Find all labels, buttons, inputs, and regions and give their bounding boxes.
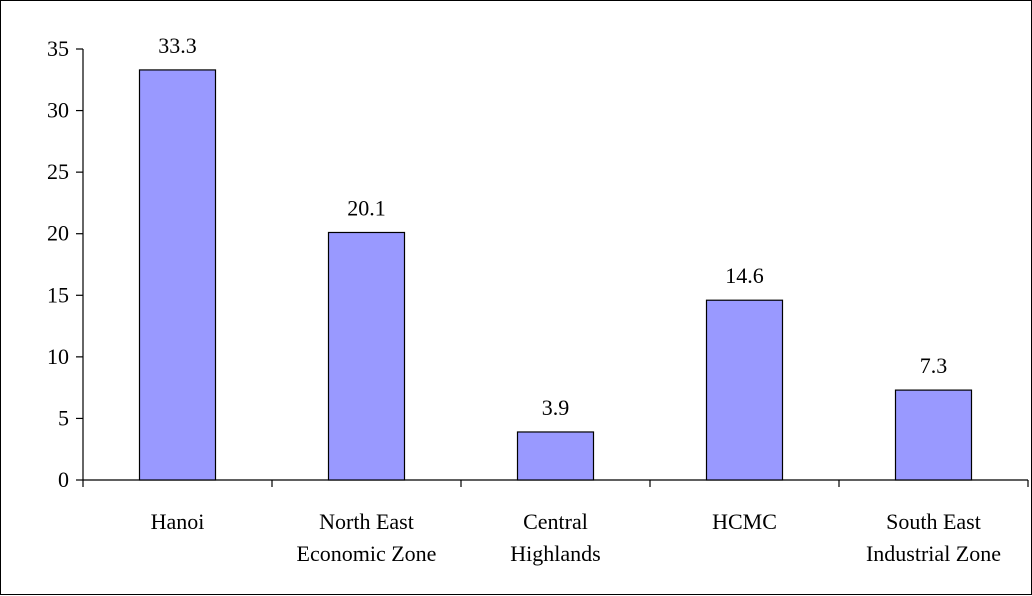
category-label: Hanoi bbox=[151, 509, 205, 534]
category-label-line: South East bbox=[886, 509, 981, 534]
bar bbox=[138, 69, 217, 481]
y-tick-label: 20 bbox=[47, 221, 69, 246]
category-label: North East Economic Zone bbox=[297, 509, 437, 566]
category-label-line: Industrial Zone bbox=[866, 541, 1001, 566]
axes: 0 5 10 15 20 25 30 35 bbox=[47, 36, 1029, 492]
category-label-line: North East bbox=[319, 509, 414, 534]
bar bbox=[894, 389, 973, 481]
data-label: 33.3 bbox=[158, 33, 197, 58]
category-label-line: Economic Zone bbox=[297, 541, 437, 566]
labels: 33.3 Hanoi 20.1 North East Economic Zone 3.9 C… bbox=[151, 33, 1001, 566]
y-tick-label: 10 bbox=[47, 344, 69, 369]
category-label-line: Highlands bbox=[510, 541, 600, 566]
bar bbox=[705, 299, 784, 481]
y-tick-label: 15 bbox=[47, 282, 69, 307]
category-label-line: Central bbox=[523, 509, 588, 534]
category-label: HCMC bbox=[712, 509, 777, 534]
category-label-line: Hanoi bbox=[151, 509, 205, 534]
category-label: South East Industrial Zone bbox=[866, 509, 1001, 566]
data-label: 7.3 bbox=[920, 353, 948, 378]
y-tick-label: 0 bbox=[58, 467, 69, 492]
y-tick-label: 25 bbox=[47, 159, 69, 184]
data-label: 14.6 bbox=[725, 263, 764, 288]
y-tick-label: 5 bbox=[58, 405, 69, 430]
y-tick-label: 30 bbox=[47, 98, 69, 123]
data-label: 20.1 bbox=[347, 195, 386, 220]
bars bbox=[138, 69, 973, 481]
bar bbox=[327, 231, 406, 481]
y-tick-label: 35 bbox=[47, 36, 69, 61]
bar bbox=[516, 431, 595, 481]
data-label: 3.9 bbox=[542, 395, 570, 420]
category-label: Central Highlands bbox=[510, 509, 600, 566]
category-label-line: HCMC bbox=[712, 509, 777, 534]
